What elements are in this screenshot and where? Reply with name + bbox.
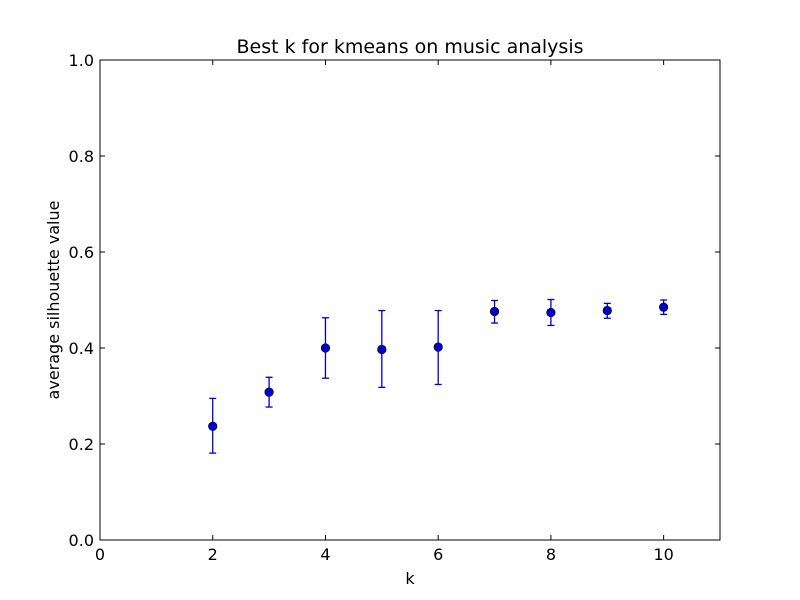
data-point — [433, 342, 443, 352]
plot-layer — [208, 298, 669, 454]
data-point — [264, 387, 274, 397]
data-point — [546, 307, 556, 318]
y-axis-ticks: 0.0 0.2 0.4 0.6 0.8 1.0 — [69, 51, 720, 550]
x-tick-label: 4 — [320, 545, 330, 564]
x-axis-ticks: 0 2 4 6 8 10 — [95, 60, 674, 564]
data-point — [377, 344, 387, 355]
y-tick-label: 0.4 — [69, 339, 94, 358]
y-tick-label: 0.8 — [69, 147, 94, 166]
y-tick-label: 0.0 — [69, 531, 94, 550]
data-point — [208, 421, 218, 431]
data-point — [659, 302, 669, 312]
y-tick-label: 0.2 — [69, 435, 94, 454]
x-axis-label: k — [405, 569, 415, 588]
data-point — [320, 343, 331, 353]
x-tick-label: 2 — [208, 545, 218, 564]
y-tick-label: 1.0 — [69, 51, 94, 70]
data-point — [489, 306, 500, 317]
y-axis-label: average silhouette value — [44, 201, 63, 400]
chart-title: Best k for kmeans on music analysis — [237, 36, 584, 58]
y-tick-label: 0.6 — [69, 243, 94, 262]
x-tick-label: 0 — [95, 545, 105, 564]
x-tick-label: 6 — [433, 545, 443, 564]
data-point — [602, 305, 612, 316]
x-tick-label: 10 — [653, 545, 673, 564]
x-tick-label: 8 — [546, 545, 556, 564]
plot-area-frame — [99, 59, 721, 541]
